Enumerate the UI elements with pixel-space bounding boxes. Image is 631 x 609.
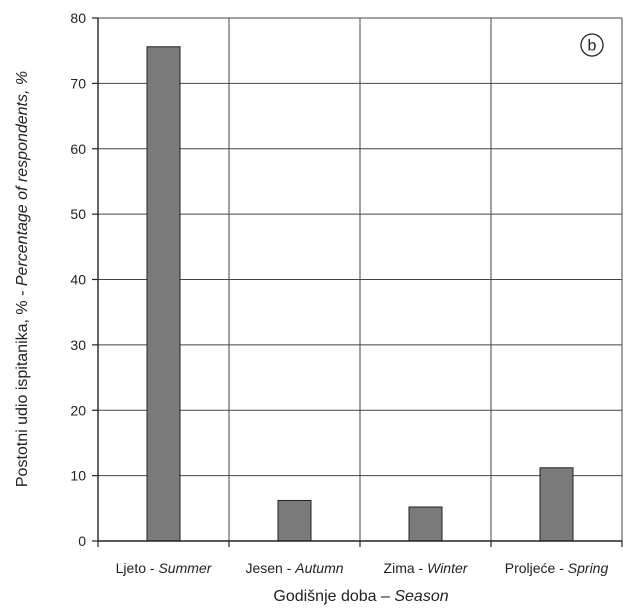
bar-1 <box>277 499 312 542</box>
grid-lines <box>98 17 623 541</box>
panel-label: b <box>588 38 597 55</box>
y-axis-title: Postotni udio ispitanika, % - Percentage… <box>14 71 31 487</box>
y-tick-label-2: 20 <box>70 402 86 418</box>
y-tick-label-1: 10 <box>70 468 86 484</box>
panel-badge-circle <box>580 33 604 57</box>
x-axis-title: Godišnje doba – Season <box>273 588 448 605</box>
x-axis-title-main: Godišnje doba – <box>273 588 394 605</box>
y-tick-label-7: 70 <box>70 75 86 91</box>
panel-badge: b <box>580 33 604 57</box>
x-tick-label-1: Jesen - Autumn <box>245 560 343 576</box>
x-tick-label-3: Proljeće - Spring <box>505 560 609 576</box>
bars <box>146 46 574 542</box>
bar-3 <box>539 467 574 542</box>
y-tick-label-6: 60 <box>70 141 86 157</box>
y-tick-label-5: 50 <box>70 206 86 222</box>
bar-2 <box>408 506 443 542</box>
x-ticks: Ljeto - Summer Jesen - Autumn Zima - Winte… <box>97 541 623 576</box>
y-axis-title-italic: Percentage of respondents, % <box>14 71 31 286</box>
x-tick-label-0: Ljeto - Summer <box>116 560 213 576</box>
x-axis-title-italic: Season <box>394 588 448 605</box>
y-tick-label-3: 30 <box>70 337 86 353</box>
bar-0 <box>146 46 181 542</box>
y-tick-label-0: 0 <box>78 533 86 549</box>
y-axis-title-main: Postotni udio ispitanika, % - <box>14 286 31 487</box>
y-tick-label-4: 40 <box>70 272 86 288</box>
x-tick-label-2: Zima - Winter <box>384 560 469 576</box>
y-ticks: 0 10 20 30 40 50 60 70 80 <box>70 10 98 549</box>
y-tick-label-8: 80 <box>70 10 86 26</box>
